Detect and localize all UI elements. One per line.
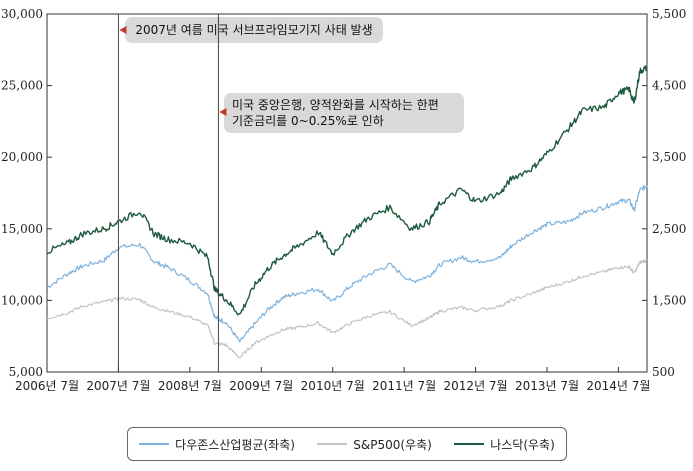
right-tick-label: 3,500 bbox=[652, 150, 686, 164]
right-tick-label: 1,500 bbox=[652, 293, 686, 307]
legend-swatch-sp500 bbox=[317, 443, 347, 445]
left-tick-label: 20,000 bbox=[1, 150, 43, 164]
x-tick-label: 2010년 7월 bbox=[301, 379, 365, 393]
x-tick-label: 2014년 7월 bbox=[586, 379, 650, 393]
x-tick-label: 2013년 7월 bbox=[515, 379, 579, 393]
legend-swatch-dow bbox=[139, 443, 169, 445]
annotation-text-2-line-2: 기준금리를 0~0.25%로 인하 bbox=[232, 114, 384, 128]
chart-frame bbox=[47, 14, 647, 372]
legend-label-dow: 다우존스산업평균(좌축) bbox=[175, 436, 295, 453]
legend-label-nasdaq: 나스닥(우축) bbox=[490, 436, 555, 453]
left-tick-label: 5,000 bbox=[9, 365, 43, 379]
annotation-arrow-1 bbox=[119, 26, 126, 34]
left-tick-label: 30,000 bbox=[1, 7, 43, 21]
left-tick-label: 25,000 bbox=[1, 79, 43, 93]
x-axis-ticks: 2006년 7월 2007년 7월 2008년 7월 2009년 7월 2010년 7월… bbox=[15, 367, 651, 393]
legend-swatch-nasdaq bbox=[454, 443, 484, 445]
legend-label-sp500: S&P500(우축) bbox=[353, 436, 432, 453]
right-axis-ticks: 500 1,500 2,500 3,500 4,500 5,500 bbox=[642, 7, 686, 379]
x-tick-label: 2009년 7월 bbox=[229, 379, 293, 393]
legend-item-dow: 다우존스산업평균(좌축) bbox=[139, 436, 295, 453]
legend-item-nasdaq: 나스닥(우축) bbox=[454, 436, 555, 453]
x-tick-label: 2011년 7월 bbox=[372, 379, 436, 393]
x-tick-label: 2007년 7월 bbox=[86, 379, 150, 393]
annotation-text-1: 2007년 여름 미국 서브프라임모기지 사태 발생 bbox=[135, 23, 372, 37]
annotation-text-2-line-1: 미국 중앙은행, 양적완화를 시작하는 한편 bbox=[232, 97, 439, 112]
series-line-1 bbox=[47, 260, 647, 358]
right-tick-label: 4,500 bbox=[652, 79, 686, 93]
annotation-arrow-2 bbox=[219, 108, 226, 116]
left-axis-ticks: 5,000 10,000 15,000 20,000 25,000 30,000 bbox=[1, 7, 52, 379]
left-tick-label: 15,000 bbox=[1, 222, 43, 236]
x-tick-label: 2012년 7월 bbox=[444, 379, 508, 393]
x-tick-label: 2008년 7월 bbox=[158, 379, 222, 393]
legend: 다우존스산업평균(좌축) S&P500(우축) 나스닥(우축) bbox=[127, 427, 567, 461]
right-tick-label: 2,500 bbox=[652, 222, 686, 236]
right-tick-label: 5,500 bbox=[652, 7, 686, 21]
x-tick-label: 2006년 7월 bbox=[15, 379, 79, 393]
legend-item-sp500: S&P500(우축) bbox=[317, 436, 432, 453]
left-tick-label: 10,000 bbox=[1, 293, 43, 307]
series-line-0 bbox=[47, 185, 647, 342]
right-tick-label: 500 bbox=[652, 365, 675, 379]
plot-frame bbox=[47, 14, 647, 372]
